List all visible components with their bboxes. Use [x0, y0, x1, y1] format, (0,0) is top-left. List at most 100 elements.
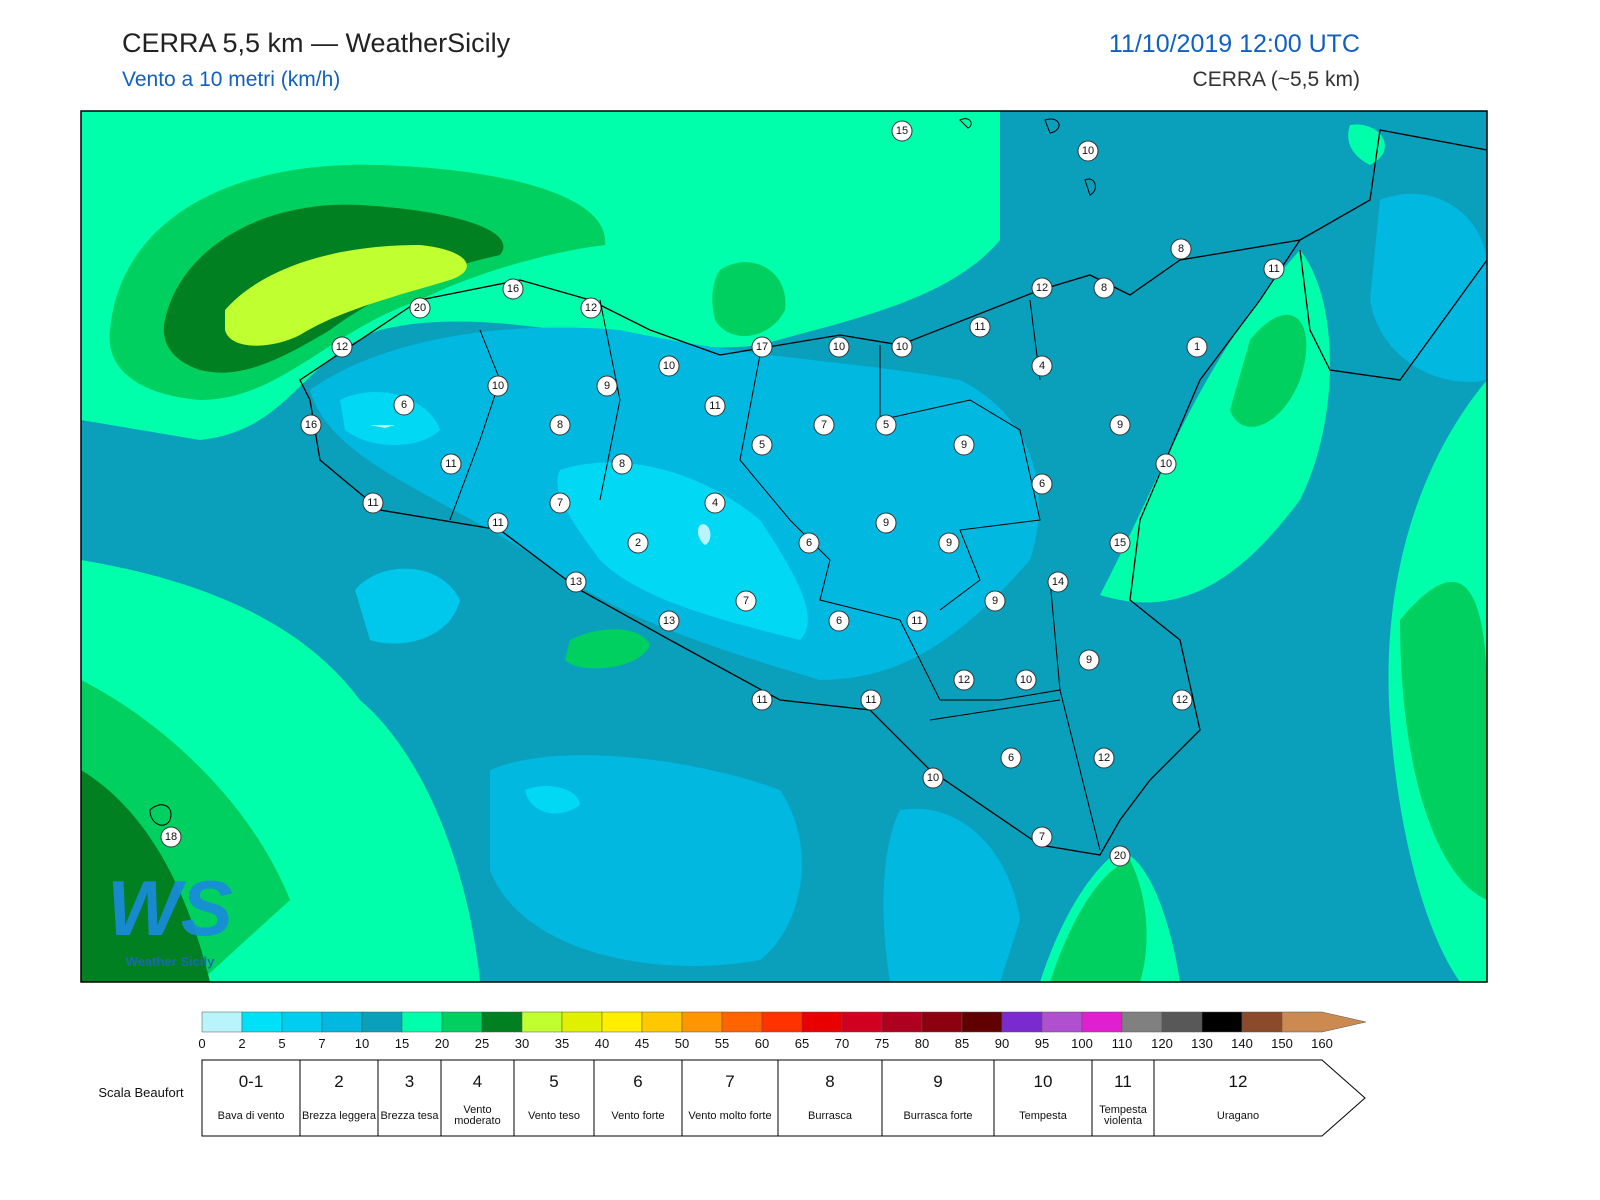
station-value: 13: [663, 615, 675, 627]
station-value: 6: [401, 399, 407, 411]
colorbar: 0 2 5 7 10 15 20 25 30 35 40 45 50 55 60 65 70 75 80 85 90 95…: [198, 1011, 1367, 1051]
beaufort-force: 5: [549, 1072, 558, 1091]
colorbar-segment: [401, 1011, 443, 1033]
colorbar-segment: [721, 1011, 763, 1033]
station-marker: [860, 689, 882, 711]
station-marker: [953, 669, 975, 691]
station-value: 11: [492, 517, 503, 529]
beaufort-label: Brezza tesa: [380, 1109, 439, 1122]
station-value: 7: [821, 419, 827, 431]
colorbar-tick-label: 10: [355, 1036, 369, 1051]
station-marker: [751, 336, 773, 358]
station-value: 10: [1160, 458, 1172, 470]
colorbar-arrow: [1281, 1011, 1367, 1033]
station-value: 16: [507, 283, 519, 295]
station-marker: [828, 610, 850, 632]
wind-zone: [1370, 193, 1487, 382]
beaufort-label: Tempesta: [1019, 1109, 1067, 1122]
station-marker: [922, 767, 944, 789]
station-value: 12: [585, 302, 597, 314]
station-marker: [1109, 414, 1131, 436]
station-value: 11: [911, 615, 922, 627]
beaufort-label: Vento moderato: [454, 1104, 501, 1127]
station-marker: [1031, 473, 1053, 495]
station-marker: [1093, 277, 1115, 299]
title: CERRA 5,5 km — WeatherSicily: [122, 28, 511, 58]
colorbar-segment: [321, 1011, 363, 1033]
station-value: 9: [946, 537, 952, 549]
beaufort-force: 6: [633, 1072, 642, 1091]
beaufort-force: 10: [1034, 1072, 1053, 1091]
station-marker: [409, 297, 431, 319]
wind-zone: [697, 524, 711, 545]
station-marker: [331, 336, 353, 358]
station-marker: [1155, 453, 1177, 475]
colorbar-tick-label: 70: [835, 1036, 849, 1051]
colorbar-tick-label: 80: [915, 1036, 929, 1051]
beaufort-label: Vento forte: [611, 1109, 665, 1122]
station-marker: [1000, 747, 1022, 769]
colorbar-segment: [1041, 1011, 1083, 1033]
colorbar-tick-label: 160: [1311, 1036, 1333, 1051]
colorbar-segment: [1161, 1011, 1203, 1033]
station-marker: [891, 336, 913, 358]
station-marker: [580, 297, 602, 319]
station-marker: [502, 278, 524, 300]
beaufort-title: Scala Beaufort: [98, 1085, 184, 1100]
station-marker: [875, 512, 897, 534]
beaufort-force: 12: [1229, 1072, 1248, 1091]
beaufort-force: 4: [473, 1072, 482, 1091]
map: WS Weather Sicily: [81, 111, 1487, 982]
station-value: 9: [961, 439, 967, 451]
beaufort-force: 3: [405, 1072, 414, 1091]
colorbar-tick-label: 7: [318, 1036, 325, 1051]
station-marker: [953, 434, 975, 456]
wind-zone: [370, 425, 395, 428]
beaufort-label-box: Vento teso: [528, 1109, 580, 1122]
beaufort-label: Vento molto forte: [688, 1109, 772, 1122]
station-marker: [487, 512, 509, 534]
station-value: 15: [896, 125, 908, 137]
coastline: [1299, 129, 1487, 381]
wind-zone: [1400, 581, 1487, 900]
colorbar-tick-label: 85: [955, 1036, 969, 1051]
colorbar-segment: [961, 1011, 1003, 1033]
station-value: 7: [1039, 831, 1045, 843]
station-marker: [658, 355, 680, 377]
station-marker: [938, 532, 960, 554]
colorbar-segment: [201, 1011, 243, 1033]
station-marker: [1263, 258, 1285, 280]
beaufort-label: Bava di vento: [217, 1109, 285, 1122]
station-value: 8: [557, 419, 563, 431]
station-marker: [1031, 355, 1053, 377]
station-value: 12: [958, 674, 970, 686]
beaufort-label: Burrasca: [807, 1109, 853, 1122]
colorbar-segment: [841, 1011, 883, 1033]
station-marker: [1077, 140, 1099, 162]
colorbar-tick-label: 130: [1191, 1036, 1213, 1051]
colorbar-segment: [1241, 1011, 1283, 1033]
station-value: 9: [992, 595, 998, 607]
station-marker: [704, 395, 726, 417]
beaufort-label-box: Bava di vento: [217, 1109, 285, 1122]
beaufort-label-box: Burrasca: [807, 1109, 853, 1122]
colorbar-tick-label: 20: [435, 1036, 449, 1051]
beaufort-label: Uragano: [1216, 1109, 1260, 1122]
station-value: 15: [1114, 537, 1126, 549]
station-value: 20: [1114, 850, 1126, 862]
station-marker: [1109, 532, 1131, 554]
station-value: 10: [1020, 674, 1032, 686]
station-value: 8: [1101, 282, 1107, 294]
station-marker: [300, 414, 322, 436]
wind-zone: [525, 785, 580, 814]
wind-zone: [565, 629, 650, 669]
station-marker: [1031, 826, 1053, 848]
wind-zone: [1050, 860, 1147, 982]
beaufort-label-box: Uragano: [1216, 1109, 1260, 1122]
station-value: 4: [1039, 360, 1045, 372]
station-value: 2: [635, 537, 641, 549]
station-marker: [565, 571, 587, 593]
station-value: 7: [557, 497, 563, 509]
beaufort-label: Vento teso: [528, 1109, 580, 1122]
